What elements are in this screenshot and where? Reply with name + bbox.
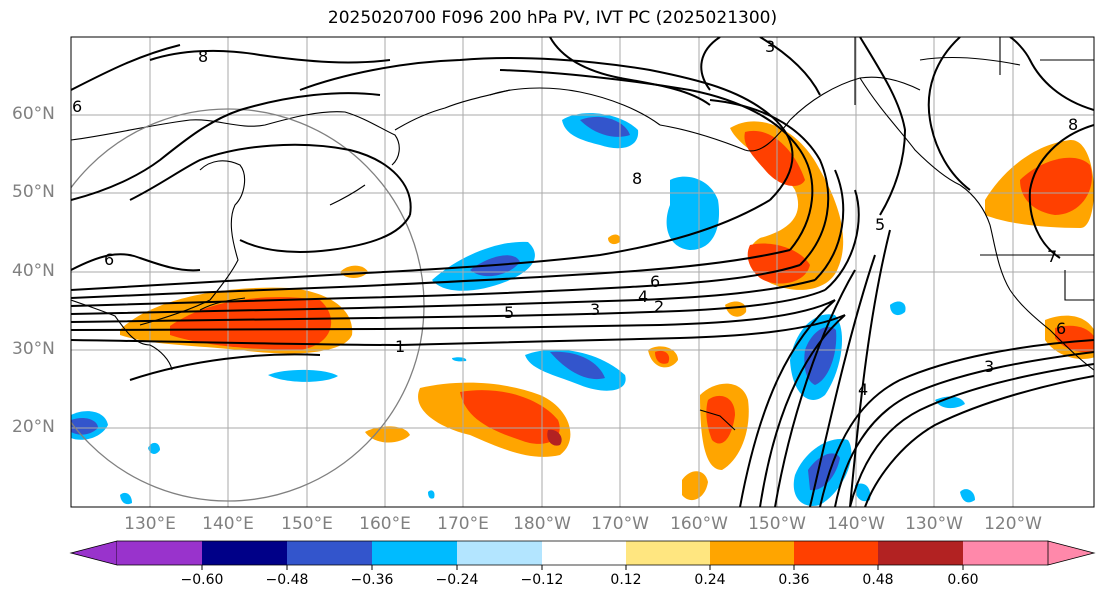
contour-label: 2	[654, 297, 664, 316]
graticule	[71, 37, 1094, 507]
contour-label: 4	[638, 287, 648, 306]
contour-label: 4	[858, 380, 868, 399]
colorbar-segment	[1047, 540, 1096, 566]
colorbar-segment	[117, 541, 202, 565]
range-circle	[71, 108, 425, 502]
contour-label: 3	[765, 37, 775, 56]
lon-label: 130°W	[905, 514, 963, 534]
lon-label: 130°E	[124, 514, 176, 534]
contour-label: 3	[590, 300, 600, 319]
contour-label: 8	[1068, 115, 1078, 134]
pv-contours	[71, 37, 1094, 507]
contour-label: 1	[395, 337, 405, 356]
contour-label: 8	[632, 169, 642, 188]
lon-label: 160°W	[670, 514, 728, 534]
lat-label: 30°N	[12, 339, 55, 359]
colorbar-tick-label: −0.24	[435, 572, 479, 588]
lat-label: 60°N	[12, 104, 55, 124]
colorbar-tick-label: 0.48	[862, 572, 894, 588]
contour-label: 6	[104, 250, 114, 269]
lon-label: 120°W	[984, 514, 1042, 534]
lon-label: 160°E	[359, 514, 411, 534]
colorbar-segment	[457, 541, 542, 565]
colorbar-segment	[69, 540, 118, 566]
colorbar-tick-label: 0.36	[778, 572, 810, 588]
contour-label: 6	[650, 272, 660, 291]
colorbar-segment	[878, 541, 963, 565]
contour-label: 6	[1056, 319, 1066, 338]
colorbar-tick-label: −0.36	[350, 572, 394, 588]
contour-label: 6	[72, 97, 82, 116]
contour-label: 3	[984, 357, 994, 376]
contour-label: 8	[198, 47, 208, 66]
colorbar-tick-label: 0.12	[610, 572, 642, 588]
lon-label: 150°W	[748, 514, 806, 534]
map-title: 2025020700 F096 200 hPa PV, IVT PC (2025…	[327, 8, 778, 28]
lat-label: 20°N	[12, 417, 55, 437]
lon-label: 170°W	[591, 514, 649, 534]
contour-label: 5	[504, 303, 514, 322]
colorbar-segment	[963, 541, 1048, 565]
colorbar-segment	[202, 541, 287, 565]
colorbar-segment	[542, 541, 626, 565]
lon-label: 140°W	[827, 514, 885, 534]
lat-label: 40°N	[12, 261, 55, 281]
contour-label-group: 8 3 6 5 3 4 6 2 1 8 5 7 4 3 8 6 6	[72, 37, 1078, 399]
colorbar-tick-label: 0.24	[694, 572, 726, 588]
colorbar-segment	[372, 541, 457, 565]
lat-label: 50°N	[12, 182, 55, 202]
colorbar-segment	[287, 541, 372, 565]
lon-label: 170°E	[437, 514, 489, 534]
lon-label: 180°W	[513, 514, 571, 534]
contour-label: 5	[875, 215, 885, 234]
lon-label: 150°E	[281, 514, 333, 534]
colorbar-tick-label: 0.60	[947, 572, 979, 588]
map-frame	[70, 36, 1095, 508]
colorbar-tick-label: −0.60	[180, 572, 224, 588]
colorbar	[69, 540, 1096, 570]
contour-label: 7	[1047, 247, 1057, 266]
colorbar-tick-label: −0.48	[265, 572, 309, 588]
colorbar-segment	[626, 541, 710, 565]
colorbar-segment	[710, 541, 794, 565]
lon-label: 140°E	[202, 514, 254, 534]
colorbar-segment	[794, 541, 878, 565]
colorbar-tick-label: −0.12	[520, 572, 564, 588]
